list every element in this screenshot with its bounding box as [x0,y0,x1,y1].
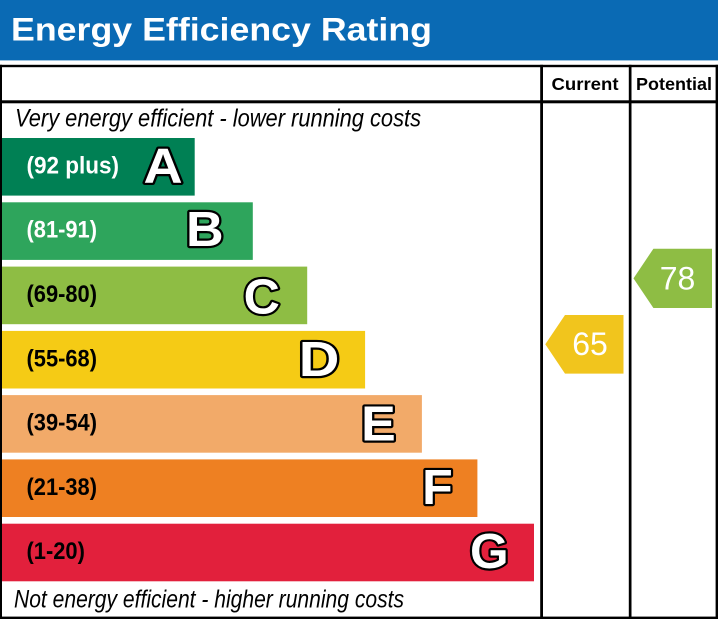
svg-text:(39-54): (39-54) [27,410,98,437]
svg-text:78: 78 [660,260,696,296]
svg-text:Not energy efficient - higher: Not energy efficient - higher running co… [14,586,404,614]
svg-text:(21-38): (21-38) [27,474,98,501]
svg-text:65: 65 [572,326,608,362]
svg-text:Potential: Potential [636,74,712,94]
svg-text:F: F [422,461,453,515]
svg-text:(81-91): (81-91) [27,217,98,244]
svg-text:A: A [144,139,183,193]
svg-text:(69-80): (69-80) [27,281,98,308]
svg-text:G: G [470,525,509,579]
svg-text:D: D [299,333,340,387]
svg-text:(55-68): (55-68) [27,345,98,372]
svg-text:(1-20): (1-20) [27,538,85,565]
svg-text:Current: Current [552,74,619,94]
svg-text:B: B [186,203,224,257]
svg-text:C: C [244,271,280,325]
svg-text:Energy Efficiency Rating: Energy Efficiency Rating [11,11,432,47]
svg-text:Very energy efficient - lower: Very energy efficient - lower running co… [15,104,421,132]
svg-text:(92 plus): (92 plus) [27,152,120,179]
svg-text:E: E [361,397,396,451]
